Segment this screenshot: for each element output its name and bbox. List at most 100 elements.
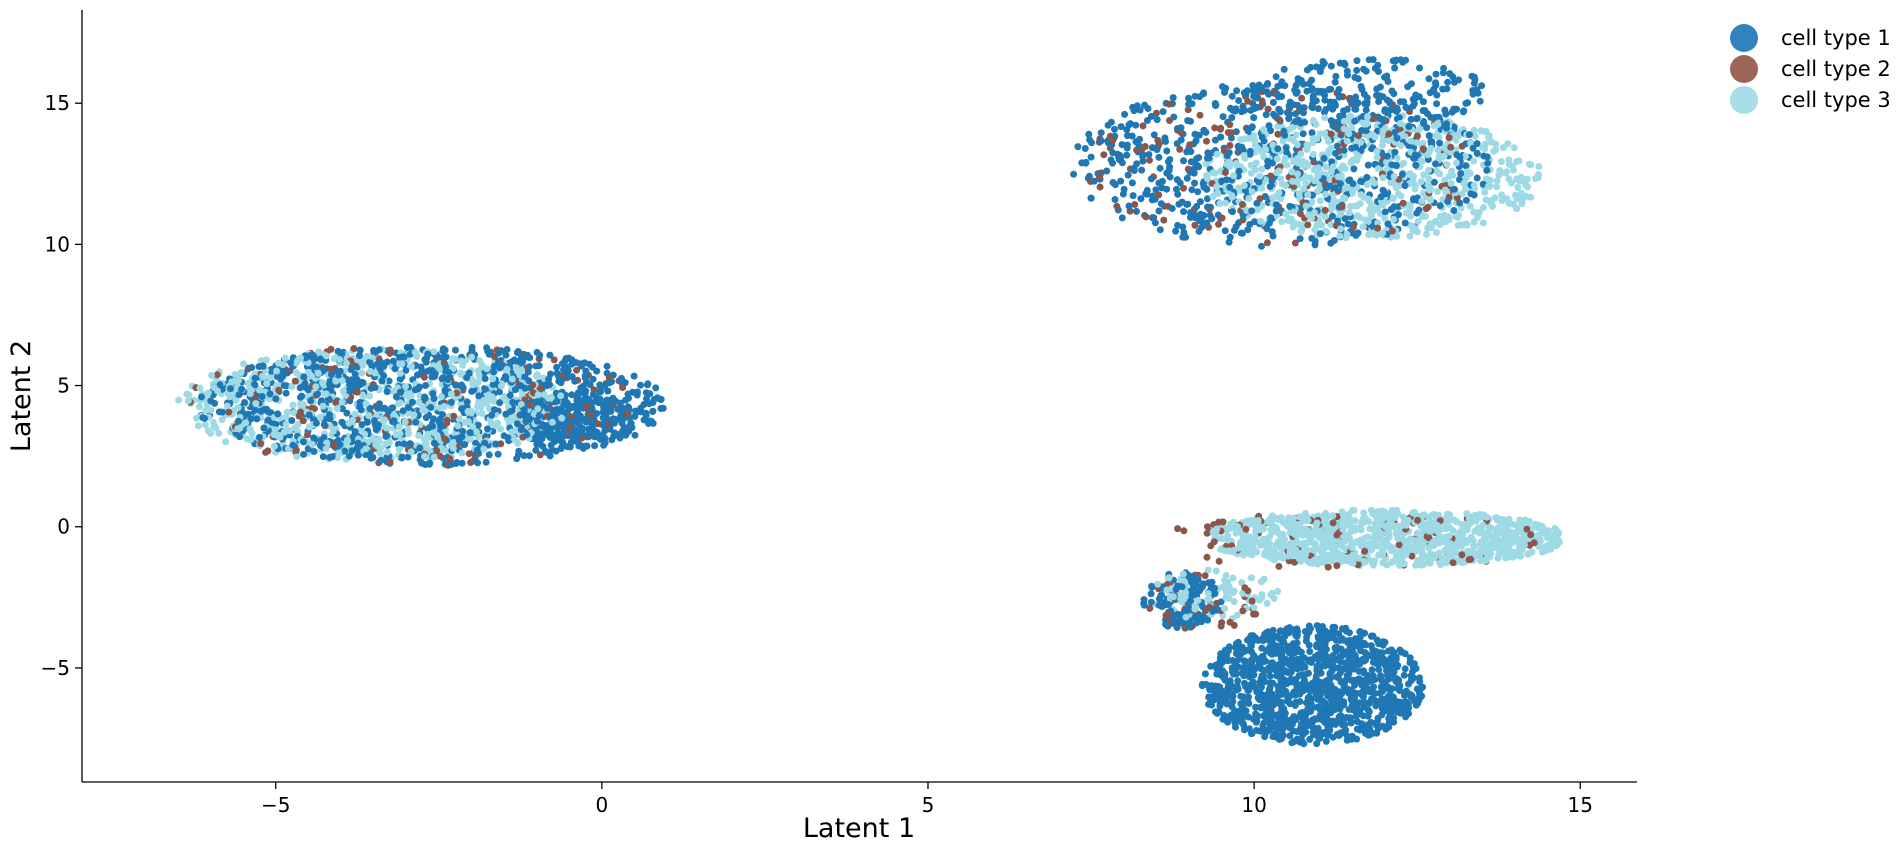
data-point-cell-type-1	[441, 346, 449, 354]
data-point-cell-type-1	[1136, 106, 1144, 114]
data-point-cell-type-1	[1235, 167, 1243, 175]
data-point-cell-type-1	[1345, 706, 1353, 713]
data-point-cell-type-1	[1138, 166, 1146, 174]
data-point-cell-type-3	[1388, 547, 1396, 555]
data-point-cell-type-1	[372, 426, 380, 434]
data-point-cell-type-2	[1146, 604, 1154, 612]
data-point-cell-type-2	[1191, 221, 1199, 229]
data-point-cell-type-1	[624, 390, 632, 398]
data-point-cell-type-3	[395, 423, 403, 431]
data-point-cell-type-3	[312, 383, 320, 391]
data-point-cell-type-1	[1433, 100, 1441, 108]
scatter-points	[175, 56, 1563, 748]
data-point-cell-type-3	[1404, 537, 1411, 545]
data-point-cell-type-3	[533, 371, 541, 379]
data-point-cell-type-3	[1327, 221, 1335, 229]
data-point-cell-type-3	[1417, 178, 1425, 186]
data-point-cell-type-3	[1346, 202, 1354, 210]
data-point-cell-type-2	[1296, 210, 1304, 218]
data-point-cell-type-3	[1239, 531, 1246, 539]
data-point-cell-type-1	[314, 390, 322, 398]
data-point-cell-type-3	[1221, 576, 1229, 584]
data-point-cell-type-1	[1353, 66, 1361, 74]
data-point-cell-type-3	[1527, 549, 1535, 557]
data-point-cell-type-3	[1393, 154, 1401, 162]
data-point-cell-type-3	[1179, 570, 1187, 578]
data-point-cell-type-3	[1275, 167, 1283, 175]
data-point-cell-type-1	[1427, 138, 1435, 146]
data-point-cell-type-3	[1165, 574, 1173, 582]
data-point-cell-type-1	[1196, 198, 1204, 206]
data-point-cell-type-1	[1285, 661, 1293, 669]
data-point-cell-type-1	[1150, 131, 1158, 139]
data-point-cell-type-1	[589, 390, 597, 398]
data-point-cell-type-3	[1359, 223, 1367, 231]
data-point-cell-type-1	[1375, 98, 1383, 105]
data-point-cell-type-1	[1250, 114, 1258, 122]
data-point-cell-type-1	[557, 445, 565, 452]
data-point-cell-type-1	[1383, 72, 1391, 80]
data-point-cell-type-3	[282, 420, 290, 428]
data-point-cell-type-3	[1245, 194, 1253, 202]
data-point-cell-type-3	[184, 397, 192, 405]
data-point-cell-type-1	[1341, 61, 1349, 69]
data-point-cell-type-1	[1263, 225, 1271, 233]
data-point-cell-type-1	[1201, 670, 1209, 678]
data-point-cell-type-3	[365, 412, 373, 420]
data-point-cell-type-1	[320, 421, 328, 429]
data-point-cell-type-1	[1439, 85, 1447, 93]
data-point-cell-type-3	[194, 422, 202, 430]
data-point-cell-type-1	[1191, 179, 1198, 187]
data-point-cell-type-1	[1387, 206, 1395, 213]
data-point-cell-type-1	[1252, 703, 1260, 711]
data-point-cell-type-3	[514, 438, 522, 446]
data-point-cell-type-1	[1353, 725, 1361, 733]
data-point-cell-type-3	[1407, 137, 1415, 145]
data-point-cell-type-2	[450, 412, 458, 420]
data-point-cell-type-3	[1411, 181, 1419, 189]
data-point-cell-type-2	[1204, 523, 1211, 531]
data-point-cell-type-1	[1153, 146, 1161, 154]
data-point-cell-type-2	[1263, 239, 1271, 247]
data-point-cell-type-3	[1389, 195, 1397, 203]
data-point-cell-type-3	[372, 411, 380, 419]
data-point-cell-type-1	[1123, 151, 1131, 159]
data-point-cell-type-2	[1141, 143, 1149, 150]
data-point-cell-type-3	[1318, 221, 1326, 229]
data-point-cell-type-1	[1258, 133, 1266, 141]
data-point-cell-type-3	[395, 445, 403, 453]
data-point-cell-type-3	[223, 402, 231, 410]
data-point-cell-type-3	[457, 357, 465, 365]
data-point-cell-type-3	[436, 404, 444, 412]
data-point-cell-type-3	[195, 403, 203, 411]
data-point-cell-type-1	[1235, 97, 1243, 104]
data-point-cell-type-1	[1311, 237, 1319, 245]
data-point-cell-type-1	[319, 453, 327, 461]
data-point-cell-type-3	[1373, 153, 1381, 161]
data-point-cell-type-2	[1196, 111, 1204, 119]
data-point-cell-type-1	[1352, 105, 1360, 113]
data-point-cell-type-1	[475, 392, 483, 400]
data-point-cell-type-3	[1508, 553, 1516, 561]
data-point-cell-type-3	[1279, 137, 1287, 145]
data-point-cell-type-3	[1252, 159, 1260, 167]
data-point-cell-type-2	[1298, 94, 1306, 102]
data-point-cell-type-1	[1258, 644, 1266, 652]
data-point-cell-type-1	[198, 393, 205, 401]
data-point-cell-type-1	[1152, 186, 1160, 194]
data-point-cell-type-1	[264, 408, 272, 416]
data-point-cell-type-3	[1260, 575, 1268, 583]
data-point-cell-type-3	[392, 431, 400, 439]
data-point-cell-type-1	[402, 366, 410, 374]
data-point-cell-type-1	[1107, 118, 1115, 126]
data-point-cell-type-1	[1128, 132, 1136, 140]
data-point-cell-type-2	[1142, 213, 1150, 221]
data-point-cell-type-3	[1471, 132, 1479, 140]
data-point-cell-type-3	[1503, 168, 1511, 176]
data-point-cell-type-1	[1258, 727, 1266, 735]
data-point-cell-type-3	[366, 392, 374, 400]
data-point-cell-type-1	[1324, 692, 1332, 700]
data-point-cell-type-1	[1244, 226, 1252, 234]
data-point-cell-type-1	[1156, 226, 1164, 234]
data-point-cell-type-1	[312, 419, 320, 427]
